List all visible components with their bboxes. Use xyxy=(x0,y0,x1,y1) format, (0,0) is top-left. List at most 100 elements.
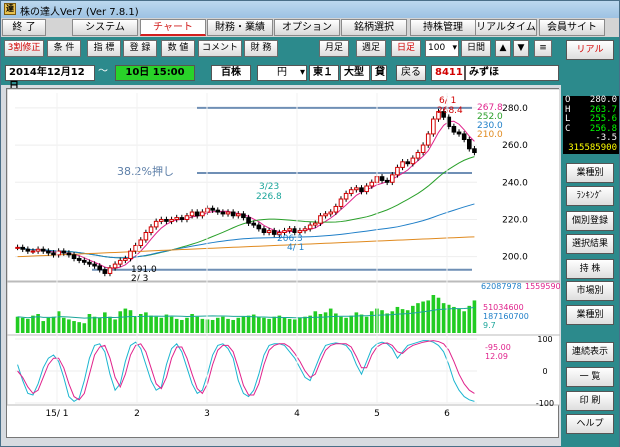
candle-body xyxy=(271,230,277,235)
volume-bar xyxy=(431,295,436,333)
menu-chart[interactable]: チャート xyxy=(140,19,206,36)
sidebar-industry-button[interactable]: 業種別 xyxy=(566,163,614,183)
scroll-up-button[interactable]: ▲ xyxy=(495,40,511,57)
volume-bar xyxy=(405,310,410,333)
volume-bar xyxy=(318,314,323,333)
volume-bar xyxy=(354,312,359,333)
volume-bar xyxy=(20,317,25,333)
volume-bar xyxy=(339,316,343,333)
osc-line-b xyxy=(17,340,475,401)
ma-line xyxy=(17,120,475,269)
volume-bar xyxy=(41,321,46,333)
chart-svg[interactable]: 200.0 220.0 240.0 260.0 280.0 38.2%押し 6/ 1268.… xyxy=(6,88,566,439)
volume-bar xyxy=(282,317,287,333)
menu-member-site[interactable]: 会員サイト xyxy=(539,19,605,36)
sidebar-market-button[interactable]: 市場別 xyxy=(566,281,614,301)
candle-body xyxy=(436,111,441,120)
weekly-button[interactable]: 週足 xyxy=(356,40,386,57)
quote-value: 280.0 xyxy=(589,95,617,105)
date-tilde: 〜 xyxy=(98,66,108,77)
indicator-button[interactable]: 指 標 xyxy=(87,40,121,57)
volume-bar xyxy=(159,317,164,333)
candle-body xyxy=(456,131,462,135)
candle-body xyxy=(467,139,472,150)
candle-body xyxy=(359,187,364,193)
count-select[interactable]: 100 ▾ xyxy=(425,40,459,57)
candle-body xyxy=(15,246,20,249)
candle-body xyxy=(210,207,215,211)
menu-finance[interactable]: 財務・業績 xyxy=(207,19,273,36)
sidebar-holdings-button[interactable]: 持 株 xyxy=(566,259,614,279)
margin-field: 貸 xyxy=(371,65,387,81)
volume-bar xyxy=(26,318,30,333)
candle-body xyxy=(189,211,195,217)
quote-row: -3.5 xyxy=(563,133,619,144)
ma-value-label: 252.0 xyxy=(477,112,503,122)
menu-option[interactable]: オプション xyxy=(274,19,340,36)
app-icon: 達 xyxy=(4,3,16,15)
candle-body xyxy=(236,213,241,217)
volume-bar xyxy=(200,318,205,333)
volume-bar xyxy=(472,300,477,333)
candle-body xyxy=(277,232,282,235)
candle-body xyxy=(318,215,323,224)
volume-bar xyxy=(210,319,215,333)
sidebar-list-button[interactable]: 一 覧 xyxy=(566,367,614,387)
candle-body xyxy=(251,222,256,226)
candle-body xyxy=(164,218,169,222)
time-display: 10日 15:00 xyxy=(115,65,195,81)
menu-realtime[interactable]: リアルタイム xyxy=(475,19,537,36)
sidebar-industry-2-button[interactable]: 業種別 xyxy=(566,305,614,325)
chart-panel[interactable]: 200.0 220.0 240.0 260.0 280.0 38.2%押し 6/ 1 268.… xyxy=(6,88,566,439)
menu-stock-select[interactable]: 銘柄選択 xyxy=(341,19,407,36)
volume-bar xyxy=(436,297,441,333)
comment-button[interactable]: コメント xyxy=(198,40,242,57)
condition-button[interactable]: 条 件 xyxy=(47,40,81,57)
daily-button[interactable]: 日足 xyxy=(391,40,421,57)
sidebar-continuous-display-button[interactable]: 連続表示 xyxy=(566,342,614,362)
volume-legend-label: 187160700 xyxy=(483,312,529,321)
candle-body xyxy=(364,185,369,193)
numeric-button[interactable]: 数 値 xyxy=(161,40,195,57)
sidebar-print-button[interactable]: 印 刷 xyxy=(566,391,614,411)
candle-body xyxy=(446,116,452,127)
volume-bar xyxy=(426,300,431,333)
volume-bar xyxy=(298,317,302,333)
scroll-down-button[interactable]: ▼ xyxy=(513,40,529,57)
menu-bar: 終 了 システム チャート 財務・業績 オプション 銘柄選択 持株管理 リアルタイム 会員サイト xyxy=(1,18,619,37)
volume-bar xyxy=(31,315,35,333)
sidebar-individual-register-button[interactable]: 個別登録 xyxy=(566,211,614,231)
volume-bar xyxy=(400,309,405,333)
volume-bar xyxy=(185,317,189,333)
menu-exit[interactable]: 終 了 xyxy=(2,19,46,36)
candle-body xyxy=(153,220,159,228)
volume-bar xyxy=(287,318,292,333)
low-value-label: 191.0 xyxy=(131,265,157,275)
candle-body xyxy=(395,166,400,176)
volume-legend-label: 51034600 xyxy=(483,303,524,312)
volume-bar xyxy=(56,311,61,333)
currency-select[interactable]: 円 ▾ xyxy=(257,65,307,81)
volume-bar xyxy=(144,312,148,333)
adjust-button[interactable]: 3割修正 xyxy=(4,40,44,57)
real-button[interactable]: リアル xyxy=(566,40,614,60)
volume-top-label: 62087978 xyxy=(481,282,522,291)
menu-system[interactable]: システム xyxy=(72,19,138,36)
volume-bar xyxy=(87,314,92,333)
volume-bar xyxy=(190,314,194,333)
financial-button[interactable]: 財 務 xyxy=(244,40,278,57)
sidebar-selection-result-button[interactable]: 選択結果 xyxy=(566,234,614,254)
back-button[interactable]: 戻る xyxy=(396,65,426,81)
candle-body xyxy=(451,125,457,133)
sidebar-ranking-button[interactable]: ﾗﾝｷﾝｸﾞ xyxy=(566,186,614,206)
ma-value-label: 210.0 xyxy=(477,130,503,140)
candle-body xyxy=(405,161,410,165)
candle-body xyxy=(107,267,113,274)
menu-button[interactable]: ≡ xyxy=(534,40,552,57)
monthly-button[interactable]: 月足 xyxy=(319,40,349,57)
register-button[interactable]: 登 録 xyxy=(123,40,157,57)
sidebar-help-button[interactable]: ヘルプ xyxy=(566,414,614,434)
osc-legend-label: 12.09 xyxy=(485,352,508,361)
menu-holdings[interactable]: 持株管理 xyxy=(410,19,476,36)
candle-body xyxy=(287,228,292,232)
